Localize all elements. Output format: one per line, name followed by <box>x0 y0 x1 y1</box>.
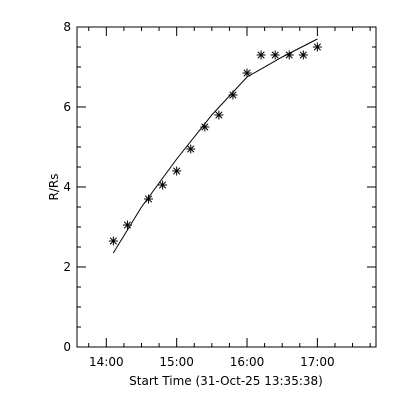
fit-line-layer <box>112 38 318 254</box>
data-point <box>108 236 118 246</box>
data-point <box>144 194 154 204</box>
data-points-layer <box>108 42 322 246</box>
data-point <box>172 166 182 176</box>
x-tick-label: 15:00 <box>159 355 194 369</box>
y-tick-label: 2 <box>63 260 71 274</box>
x-tick-label: 17:00 <box>300 355 335 369</box>
data-point <box>242 68 252 78</box>
x-axis-label: Start Time (31-Oct-25 13:35:38) <box>129 374 323 388</box>
x-tick-label: 14:00 <box>89 355 124 369</box>
y-tick-label: 8 <box>63 20 71 34</box>
plot-frame <box>76 26 377 348</box>
tick-labels: 0 2 4 6 8 14:00 15:00 16:00 17:00 <box>63 20 334 369</box>
data-point <box>122 220 132 230</box>
x-tick-label: 16:00 <box>230 355 265 369</box>
y-tick-label: 4 <box>63 180 71 194</box>
data-point <box>158 180 168 190</box>
data-point <box>214 110 224 120</box>
data-point <box>200 122 210 132</box>
y-tick-label: 6 <box>63 100 71 114</box>
data-point <box>284 50 294 60</box>
data-point <box>256 50 266 60</box>
data-point <box>298 50 308 60</box>
y-tick-label: 0 <box>63 340 71 354</box>
data-point <box>228 90 238 100</box>
axis-ticks <box>77 26 376 348</box>
data-point <box>186 144 196 154</box>
data-point <box>312 42 322 52</box>
fit-line <box>112 38 318 254</box>
data-point <box>270 50 280 60</box>
y-axis-label: R/Rs <box>47 174 61 201</box>
